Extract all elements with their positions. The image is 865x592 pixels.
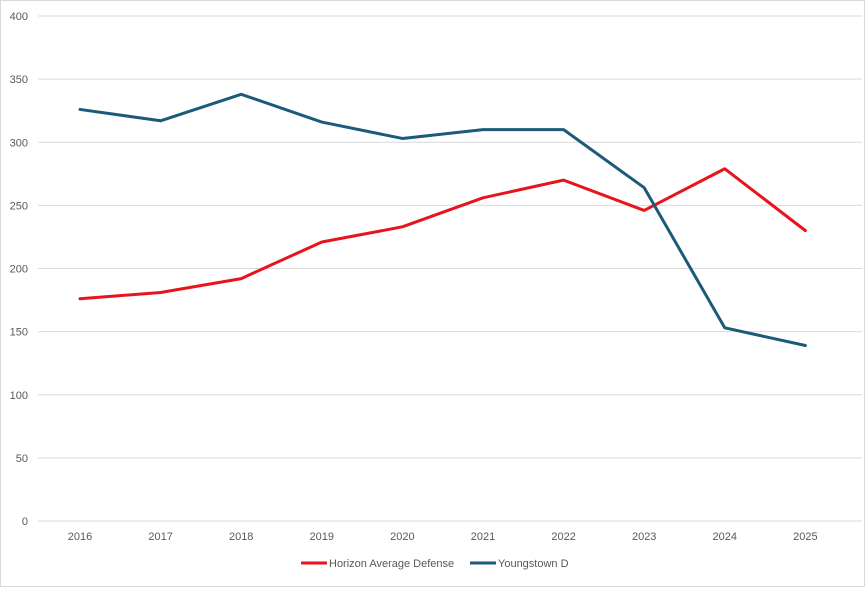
y-tick-label-50: 50 [16,453,28,465]
y-axis-tick-labels: 0 50 100 150 200 250 300 350 400 [10,11,28,528]
x-tick-label-2018: 2018 [229,531,253,543]
legend-label-2: Youngstown D [498,558,569,570]
series-lines [78,92,807,348]
x-tick-label-2019: 2019 [310,531,334,543]
legend-label-1: Horizon Average Defense [329,558,454,570]
x-axis-tick-labels: 2016 2017 2018 2019 2020 2021 2022 2023 2024 2025 [68,531,818,543]
x-tick-label-2017: 2017 [148,531,172,543]
y-tick-label-100: 100 [10,390,28,402]
y-tick-label-200: 200 [10,264,28,276]
gridlines [38,15,862,522]
y-tick-label-400: 400 [10,11,28,23]
x-tick-label-2016: 2016 [68,531,92,543]
x-tick-label-2020: 2020 [390,531,414,543]
y-tick-label-300: 300 [10,137,28,149]
x-tick-label-2024: 2024 [713,531,737,543]
y-tick-label-150: 150 [10,327,28,339]
legend: Horizon Average Defense Youngstown D [301,558,569,570]
y-tick-label-350: 350 [10,74,28,86]
x-tick-label-2022: 2022 [551,531,575,543]
x-tick-label-2023: 2023 [632,531,656,543]
y-tick-label-250: 250 [10,200,28,212]
y-tick-label-0: 0 [22,516,28,528]
x-tick-label-2025: 2025 [793,531,817,543]
series-line-2 [78,92,807,348]
x-tick-label-2021: 2021 [471,531,495,543]
series-line-1 [78,167,807,301]
